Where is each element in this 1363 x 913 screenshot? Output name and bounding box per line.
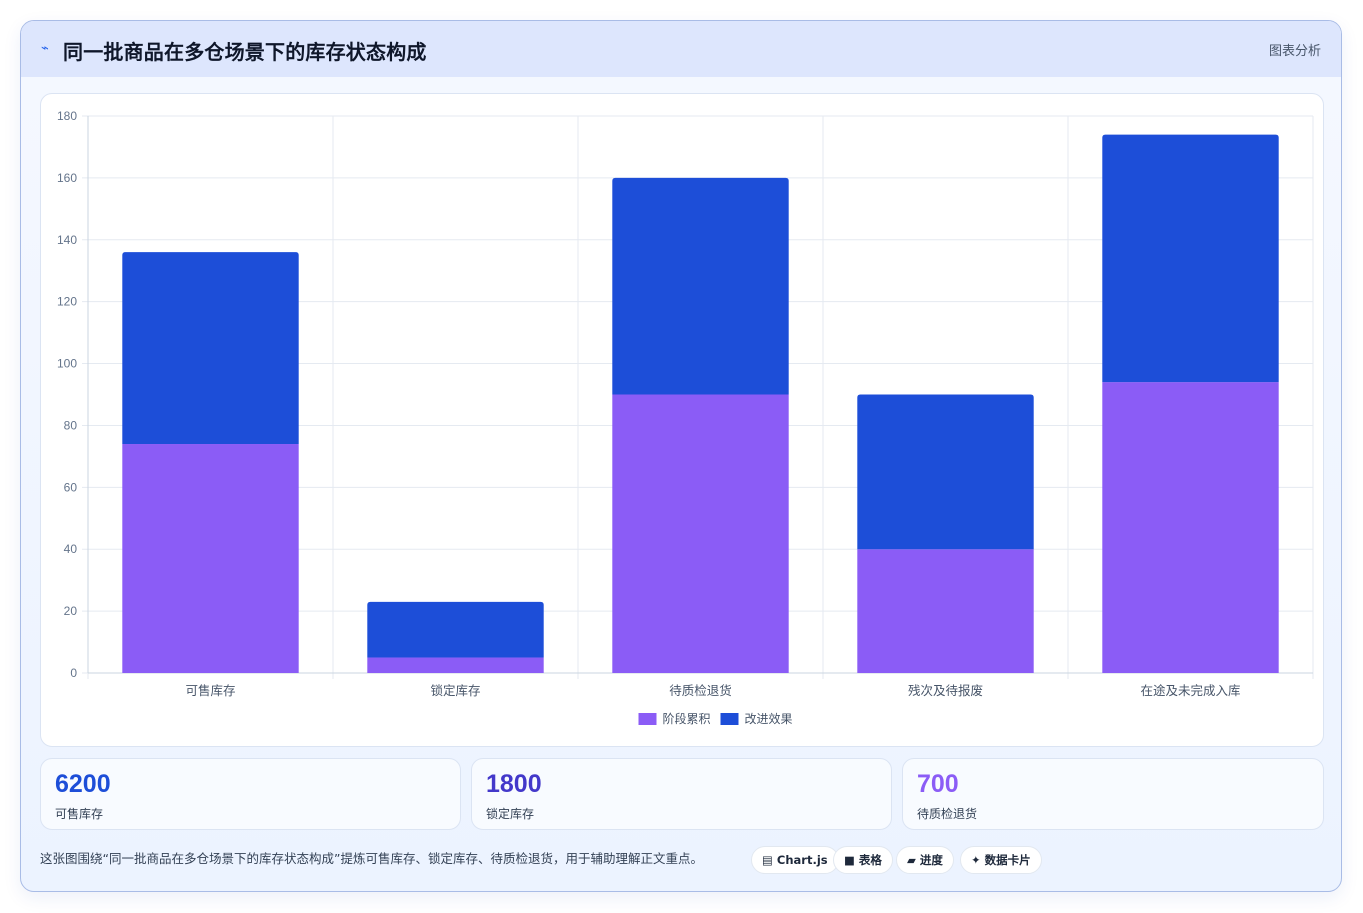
card-header: ⌁ 同一批商品在多仓场景下的库存状态构成 图表分析	[21, 21, 1341, 77]
bar-stage	[612, 394, 789, 673]
bar-improvement	[1102, 134, 1279, 383]
y-tick-label: 160	[57, 171, 77, 185]
chart-panel: 0 20 40 60 80 100 120 140 160 180 可售库存 锁定库存 待质检退货 残次及…	[40, 93, 1324, 747]
y-tick-label: 80	[64, 418, 78, 432]
stat-label: 可售库存	[55, 807, 104, 821]
stat-value: 700	[917, 770, 959, 798]
bar-improvement	[122, 252, 299, 445]
chart-analysis-tag: 图表分析	[1268, 44, 1321, 59]
progress-icon: ▰	[907, 853, 916, 867]
x-tick-label: 在途及未完成入库	[1140, 683, 1240, 698]
y-tick-label: 0	[70, 666, 77, 680]
chart-icon: ▤	[762, 853, 773, 867]
chip-label: 数据卡片	[984, 853, 1031, 867]
y-tick-label: 100	[57, 357, 77, 371]
y-tick-label: 20	[64, 604, 78, 618]
chip-label: Chart.js	[776, 853, 828, 867]
x-tick-label: 锁定库存	[430, 683, 480, 698]
chart-title: 同一批商品在多仓场景下的库存状态构成	[63, 40, 427, 64]
bar-stage	[857, 549, 1034, 673]
stat-card-locked: 1800 锁定库存	[471, 758, 892, 830]
stacked-bar-chart: 0 20 40 60 80 100 120 140 160 180 可售库存 锁定库存 待质检退货 残次及…	[57, 109, 1314, 726]
y-tick-label: 140	[57, 233, 77, 247]
y-tick-label: 180	[57, 109, 77, 123]
x-tick-label: 可售库存	[185, 683, 235, 698]
chip-table[interactable]: ■ 表格	[833, 846, 893, 874]
bar-improvement	[367, 601, 544, 658]
data-card-icon: ✦	[971, 853, 981, 867]
stat-card-returns: 700 待质检退货	[902, 758, 1324, 830]
stat-label: 锁定库存	[486, 807, 535, 821]
x-tick-label: 待质检退货	[669, 683, 732, 698]
bar-stage	[1102, 382, 1279, 673]
table-icon: ■	[844, 853, 855, 867]
y-tick-label: 60	[64, 480, 78, 494]
legend-label: 改进效果	[745, 711, 793, 726]
chart-card: ⌁ 同一批商品在多仓场景下的库存状态构成 图表分析 0 20 40 60 80 100 12…	[20, 20, 1342, 892]
bar-improvement	[612, 177, 789, 395]
chip-progress[interactable]: ▰ 进度	[896, 846, 954, 874]
chip-label: 表格	[858, 853, 882, 867]
chart-line-icon: ⌁	[41, 41, 49, 56]
x-tick-label: 残次及待报废	[908, 683, 983, 698]
stat-label: 待质检退货	[917, 807, 978, 821]
bar-stage	[122, 444, 299, 673]
legend-swatch	[638, 713, 657, 725]
stat-card-available: 6200 可售库存	[40, 758, 461, 830]
bar-improvement	[857, 394, 1034, 550]
legend-label: 阶段累积	[663, 711, 711, 726]
y-tick-label: 40	[64, 542, 78, 556]
chip-label: 进度	[919, 853, 943, 867]
bar-stage	[367, 657, 544, 673]
stat-value: 1800	[486, 770, 542, 798]
stat-value: 6200	[55, 770, 111, 798]
chip-chartjs[interactable]: ▤ Chart.js	[751, 846, 839, 874]
legend-swatch	[720, 713, 739, 725]
y-tick-label: 120	[57, 295, 77, 309]
chip-data-card[interactable]: ✦ 数据卡片	[960, 846, 1042, 874]
footer-note: 这张图围绕“同一批商品在多仓场景下的库存状态构成”提炼可售库存、锁定库存、待质检…	[40, 851, 703, 866]
